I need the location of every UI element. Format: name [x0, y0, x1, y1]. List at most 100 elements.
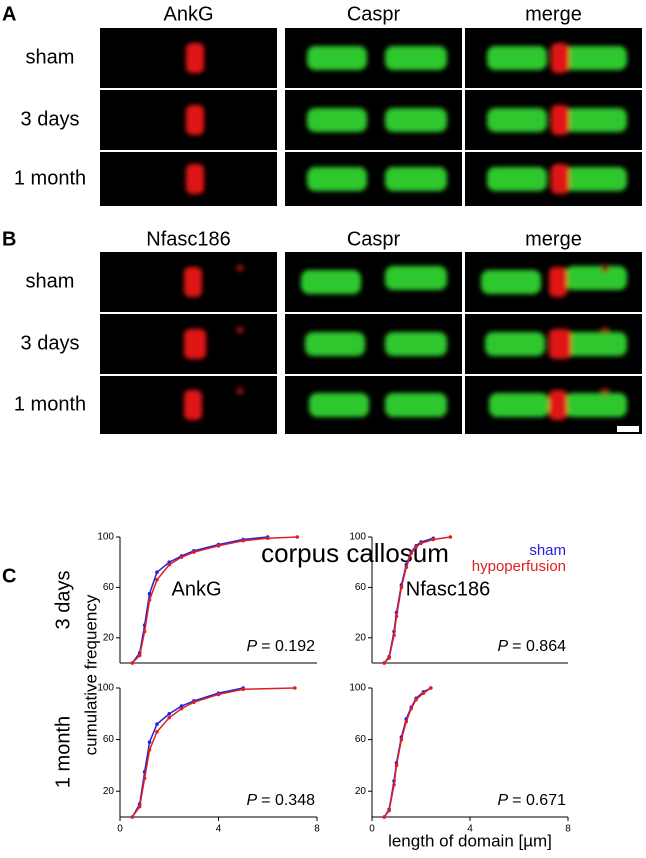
y-tick-label: 100 — [349, 532, 366, 543]
column-title: Caspr — [347, 3, 401, 25]
caspr-signal — [307, 108, 367, 132]
section-title: corpus callosum — [261, 538, 449, 568]
data-point — [382, 661, 387, 665]
red-speckle — [601, 264, 609, 272]
data-point — [387, 656, 391, 660]
data-point — [404, 719, 409, 724]
data-point — [392, 633, 396, 638]
red-signal — [551, 43, 569, 73]
row-label: 3 days — [21, 332, 80, 354]
red-signal — [186, 164, 204, 194]
red-speckle — [601, 326, 609, 334]
data-point — [431, 537, 436, 542]
column-title: merge — [525, 3, 582, 25]
data-point — [392, 782, 396, 787]
caspr-signal — [385, 332, 447, 356]
data-point — [155, 730, 159, 734]
p-symbol: P — [498, 638, 509, 655]
caspr-signal — [481, 270, 541, 294]
column-title: merge — [525, 228, 582, 250]
caspr-signal — [309, 393, 369, 417]
data-point — [167, 715, 172, 720]
row-label: 1 month — [14, 393, 86, 415]
fluorescence — [301, 266, 447, 294]
caspr-signal — [487, 167, 547, 191]
p-number: = 0.671 — [512, 792, 566, 809]
caspr-signal — [489, 393, 549, 417]
data-point — [387, 808, 391, 813]
fluorescence — [489, 387, 627, 420]
cdf-line — [383, 687, 432, 818]
p-value: P = 0.671 — [498, 792, 567, 809]
data-point — [414, 697, 418, 702]
y-tick-label: 20 — [103, 786, 115, 797]
caspr-signal — [307, 167, 367, 191]
p-symbol: P — [247, 792, 258, 809]
y-tick-label: 60 — [355, 582, 367, 593]
y-tick-label: 20 — [355, 632, 367, 643]
data-point — [179, 704, 184, 708]
row-label: sham — [26, 46, 75, 68]
fluorescence — [487, 105, 627, 135]
data-point — [142, 629, 147, 634]
y-tick-label: 100 — [97, 532, 114, 543]
p-value: P = 0.348 — [247, 792, 316, 809]
data-point — [382, 815, 387, 819]
caspr-signal — [385, 46, 447, 70]
panel-letter: A — [2, 3, 16, 25]
fluorescence — [184, 264, 244, 297]
fluorescence — [184, 326, 244, 359]
data-point — [130, 815, 135, 819]
red-speckle — [236, 264, 244, 272]
p-number: = 0.192 — [261, 638, 315, 655]
caspr-signal — [565, 167, 627, 191]
chart-title: Nfasc186 — [406, 578, 491, 600]
cdf-line — [131, 687, 244, 818]
data-point — [265, 536, 270, 541]
column-title: Caspr — [347, 228, 401, 250]
red-signal — [549, 329, 571, 359]
data-point — [142, 776, 147, 781]
red-signal — [551, 105, 569, 135]
fluorescence — [307, 46, 447, 70]
caspr-signal — [305, 332, 365, 356]
caspr-signal — [565, 393, 627, 417]
p-symbol: P — [247, 638, 258, 655]
fluorescence — [487, 43, 627, 73]
row-label: sham — [26, 270, 75, 292]
caspr-signal — [485, 332, 545, 356]
y-tick-label: 100 — [349, 683, 366, 694]
data-point — [179, 555, 184, 559]
data-point — [399, 585, 404, 590]
caspr-signal — [565, 266, 627, 290]
caspr-signal — [385, 393, 447, 417]
fluorescence — [481, 264, 627, 297]
row-label: 3 days — [52, 571, 74, 630]
data-point — [137, 653, 142, 658]
data-point — [448, 535, 453, 539]
panel-letter: B — [2, 228, 16, 250]
data-point — [147, 748, 152, 752]
data-point — [394, 614, 399, 619]
red-signal — [184, 390, 202, 420]
x-tick-label: 0 — [369, 824, 375, 835]
fluorescence — [307, 108, 447, 132]
data-point — [192, 700, 196, 704]
data-point — [167, 560, 172, 564]
fluorescence — [305, 332, 447, 356]
data-point — [130, 661, 135, 665]
y-tick-label: 60 — [103, 734, 115, 745]
x-tick-label: 8 — [565, 824, 571, 835]
column-title: AnkG — [163, 3, 213, 25]
data-point — [167, 712, 172, 716]
caspr-signal — [307, 46, 367, 70]
red-speckle — [236, 326, 244, 334]
data-point — [179, 706, 184, 711]
data-point — [155, 722, 159, 726]
red-signal — [549, 390, 567, 420]
fluorescence — [186, 105, 204, 135]
legend-entry: hypoperfusion — [472, 558, 566, 575]
y-tick-label: 60 — [355, 734, 367, 745]
caspr-signal — [301, 270, 361, 294]
